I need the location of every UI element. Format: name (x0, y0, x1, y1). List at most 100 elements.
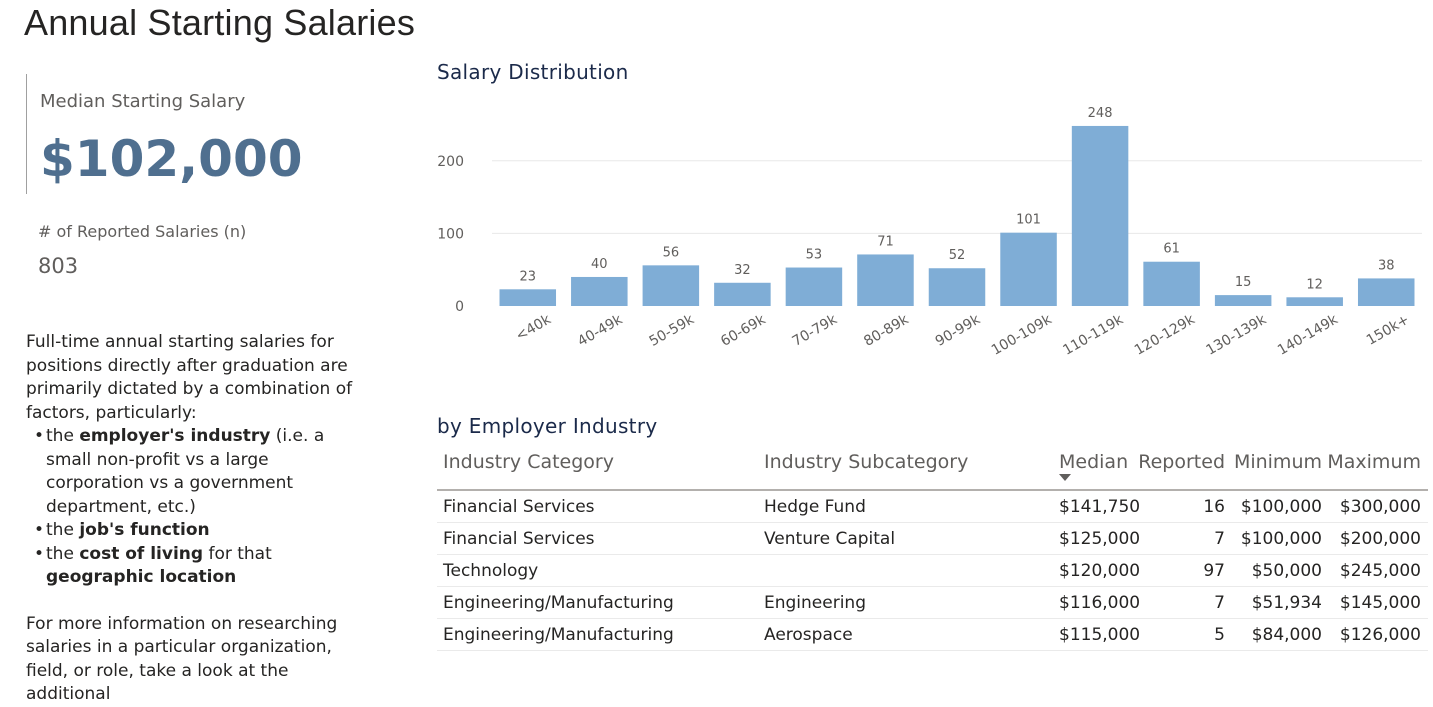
category-label: 110-119k (1060, 311, 1126, 359)
median-salary-label: Median Starting Salary (40, 91, 246, 112)
median-salary-value: $102,000 (40, 130, 303, 188)
cell-median: $115,000 (1059, 625, 1141, 645)
cell-median: $125,000 (1059, 529, 1141, 549)
category-label: 150k+ (1364, 312, 1412, 349)
category-label: 60-69k (718, 311, 769, 350)
cell-subcategory: Venture Capital (764, 529, 896, 549)
category-label: 50-59k (647, 311, 698, 350)
cell-maximum: $145,000 (1339, 593, 1421, 613)
column-header-minimum[interactable]: Minimum (1233, 451, 1322, 473)
bar[interactable] (1214, 295, 1272, 306)
cell-minimum: $84,000 (1251, 625, 1322, 645)
cell-reported: 7 (1214, 593, 1225, 613)
cell-median: $141,750 (1059, 497, 1141, 517)
table-header: Industry Category Industry Subcategory M… (437, 446, 1428, 491)
factor-item: the job's function (26, 519, 371, 543)
cell-subcategory: Engineering (764, 593, 866, 613)
salary-description: Full-time annual starting salaries for p… (26, 331, 371, 707)
cell-minimum: $100,000 (1240, 497, 1322, 517)
table-row[interactable]: Engineering/Manufacturing Engineering $116… (437, 587, 1428, 619)
column-header-median[interactable]: Median (1059, 451, 1129, 473)
bar[interactable] (714, 282, 771, 306)
cell-minimum: $50,000 (1251, 561, 1322, 581)
category-label: 130-139k (1203, 311, 1269, 359)
bar[interactable] (571, 276, 628, 306)
column-header-subcategory[interactable]: Industry Subcategory (764, 451, 969, 473)
column-header-category[interactable]: Industry Category (443, 451, 614, 473)
cell-reported: 16 (1203, 497, 1225, 517)
cell-median: $120,000 (1059, 561, 1141, 581)
bar[interactable] (1000, 232, 1057, 306)
column-header-maximum[interactable]: Maximum (1327, 451, 1421, 473)
category-label: 90-99k (933, 311, 984, 350)
distribution-title: Salary Distribution (437, 60, 629, 84)
y-tick-label: 100 (437, 226, 464, 242)
column-header-reported[interactable]: Reported (1138, 451, 1225, 473)
cell-category: Engineering/Manufacturing (443, 593, 674, 613)
data-label: 71 (877, 234, 894, 249)
data-label: 52 (949, 248, 966, 263)
data-label: 40 (591, 257, 608, 272)
median-salary-card: Median Starting Salary $102,000 (26, 74, 357, 194)
bar[interactable] (499, 289, 557, 306)
table-body: Financial Services Hedge Fund $141,750 16 $1… (437, 491, 1428, 651)
description-intro: Full-time annual starting salaries for p… (26, 332, 353, 423)
data-label: 53 (806, 248, 823, 263)
bar[interactable] (1357, 278, 1415, 306)
reported-count-label: # of Reported Salaries (n) (38, 222, 247, 241)
factor-item: the employer's industry (i.e. a small no… (26, 425, 371, 519)
y-tick-label: 200 (437, 154, 464, 170)
cell-subcategory: Aerospace (764, 625, 853, 645)
y-tick-label: 0 (455, 299, 464, 315)
data-label: 101 (1016, 213, 1041, 228)
data-label: 23 (519, 269, 536, 284)
salary-distribution-chart: 0 100 200 23 <40k 40 40-49k 56 50-59k 32 60-69k 53 7… (437, 106, 1422, 359)
cell-category: Financial Services (443, 529, 595, 549)
bar[interactable] (1143, 261, 1200, 306)
data-label: 38 (1378, 258, 1395, 273)
data-label: 12 (1306, 277, 1323, 292)
data-label: 248 (1088, 106, 1113, 121)
category-label: 140-149k (1275, 311, 1341, 359)
category-label: 120-129k (1132, 311, 1198, 359)
cell-reported: 5 (1214, 625, 1225, 645)
page-title: Annual Starting Salaries (24, 2, 416, 43)
bar[interactable] (1071, 125, 1129, 306)
cell-maximum: $200,000 (1339, 529, 1421, 549)
cell-maximum: $300,000 (1339, 497, 1421, 517)
data-label: 56 (663, 245, 680, 260)
table-row[interactable]: Financial Services Hedge Fund $141,750 16 $1… (437, 491, 1428, 523)
bar[interactable] (785, 267, 843, 306)
category-label: 80-89k (861, 311, 912, 350)
cell-subcategory: Hedge Fund (764, 497, 866, 517)
cell-minimum: $51,934 (1251, 593, 1322, 613)
factor-item: the cost of living for that geographic l… (26, 543, 371, 590)
cell-minimum: $100,000 (1240, 529, 1322, 549)
cell-maximum: $245,000 (1339, 561, 1421, 581)
industry-title: by Employer Industry (437, 414, 658, 438)
cell-category: Engineering/Manufacturing (443, 625, 674, 645)
category-label: <40k (513, 311, 554, 344)
table-row[interactable]: Engineering/Manufacturing Aerospace $115,0… (437, 619, 1428, 651)
cell-category: Financial Services (443, 497, 595, 517)
table-row[interactable]: Financial Services Venture Capital $125,00… (437, 523, 1428, 555)
data-label: 32 (734, 263, 751, 278)
cell-maximum: $126,000 (1339, 625, 1421, 645)
data-label: 61 (1163, 242, 1180, 257)
bar[interactable] (1286, 297, 1343, 306)
category-label: 70-79k (790, 311, 841, 350)
bar[interactable] (928, 268, 986, 306)
cell-reported: 97 (1203, 561, 1225, 581)
cell-median: $116,000 (1059, 593, 1141, 613)
bar[interactable] (857, 254, 914, 306)
factor-list: the employer's industry (i.e. a small no… (26, 425, 371, 590)
reported-count-value: 803 (38, 254, 79, 278)
cell-reported: 7 (1214, 529, 1225, 549)
category-label: 40-49k (575, 311, 626, 350)
sort-descending-icon[interactable] (1059, 474, 1071, 481)
bar[interactable] (642, 265, 700, 306)
description-outro: For more information on researching sala… (26, 613, 338, 705)
table-row[interactable]: Technology $120,000 97 $50,000 $245,000 (437, 555, 1428, 587)
industry-table: Industry Category Industry Subcategory M… (437, 446, 1428, 651)
cell-category: Technology (443, 561, 539, 581)
